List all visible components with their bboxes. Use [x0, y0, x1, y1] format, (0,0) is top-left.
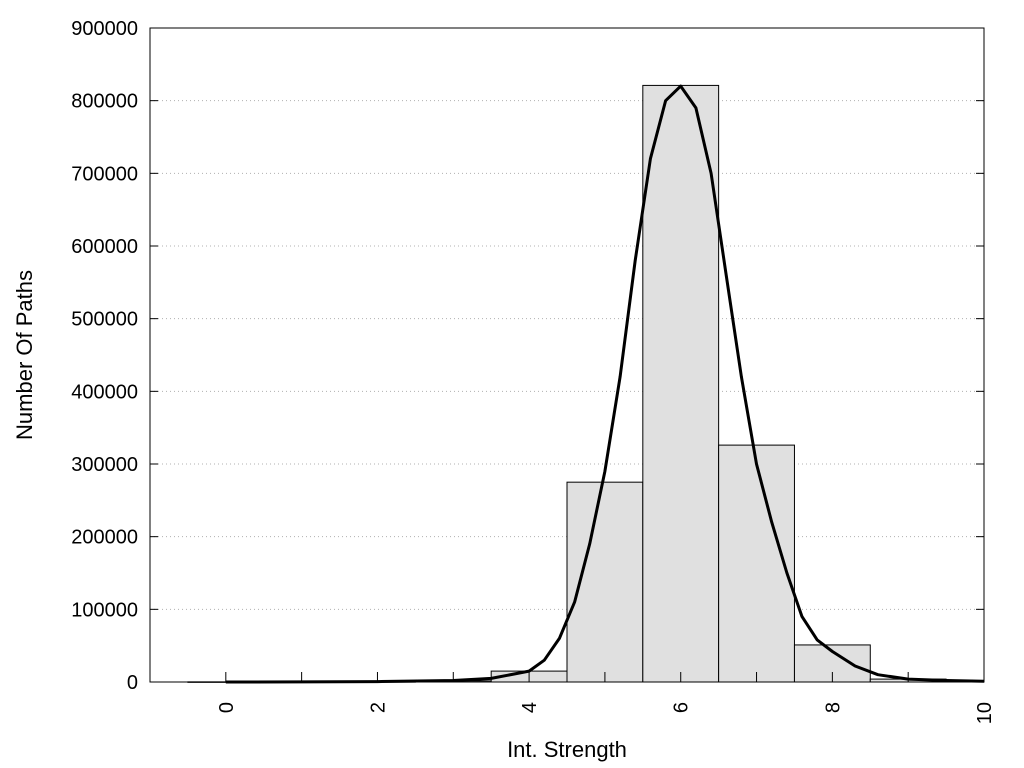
y-tick-label: 600000	[71, 236, 138, 258]
bars	[187, 84, 985, 683]
y-tick-label: 400000	[71, 381, 138, 403]
x-axis-title: Int. Strength	[507, 737, 627, 762]
y-tick-label: 800000	[71, 91, 138, 113]
y-tick-label: 100000	[71, 599, 138, 621]
x-tick-label: 6	[671, 702, 693, 713]
x-tick-label: 2	[367, 702, 389, 713]
fit-curve	[225, 84, 985, 684]
y-tick-label: 0	[127, 672, 138, 694]
bar	[642, 84, 720, 683]
x-tick-label: 4	[519, 702, 541, 713]
x-tick-label: 0	[216, 702, 238, 713]
x-tick-label: 10	[974, 702, 996, 724]
y-tick-label: 200000	[71, 527, 138, 549]
bar	[718, 444, 795, 683]
y-tick-label: 300000	[71, 454, 138, 476]
y-tick-label: 500000	[71, 309, 138, 331]
y-axis-ticks: 0 100000 200000 300000 400000 500000 600000 700…	[71, 18, 984, 694]
y-axis-title: Number Of Paths	[12, 270, 37, 440]
x-axis-ticks: 0 2 4 6 8 10	[216, 672, 996, 724]
x-tick-label: 8	[822, 702, 844, 713]
fit-curve-line	[225, 84, 985, 684]
y-tick-label: 700000	[71, 163, 138, 185]
plot-frame	[149, 27, 985, 683]
y-tick-label: 900000	[71, 18, 138, 40]
